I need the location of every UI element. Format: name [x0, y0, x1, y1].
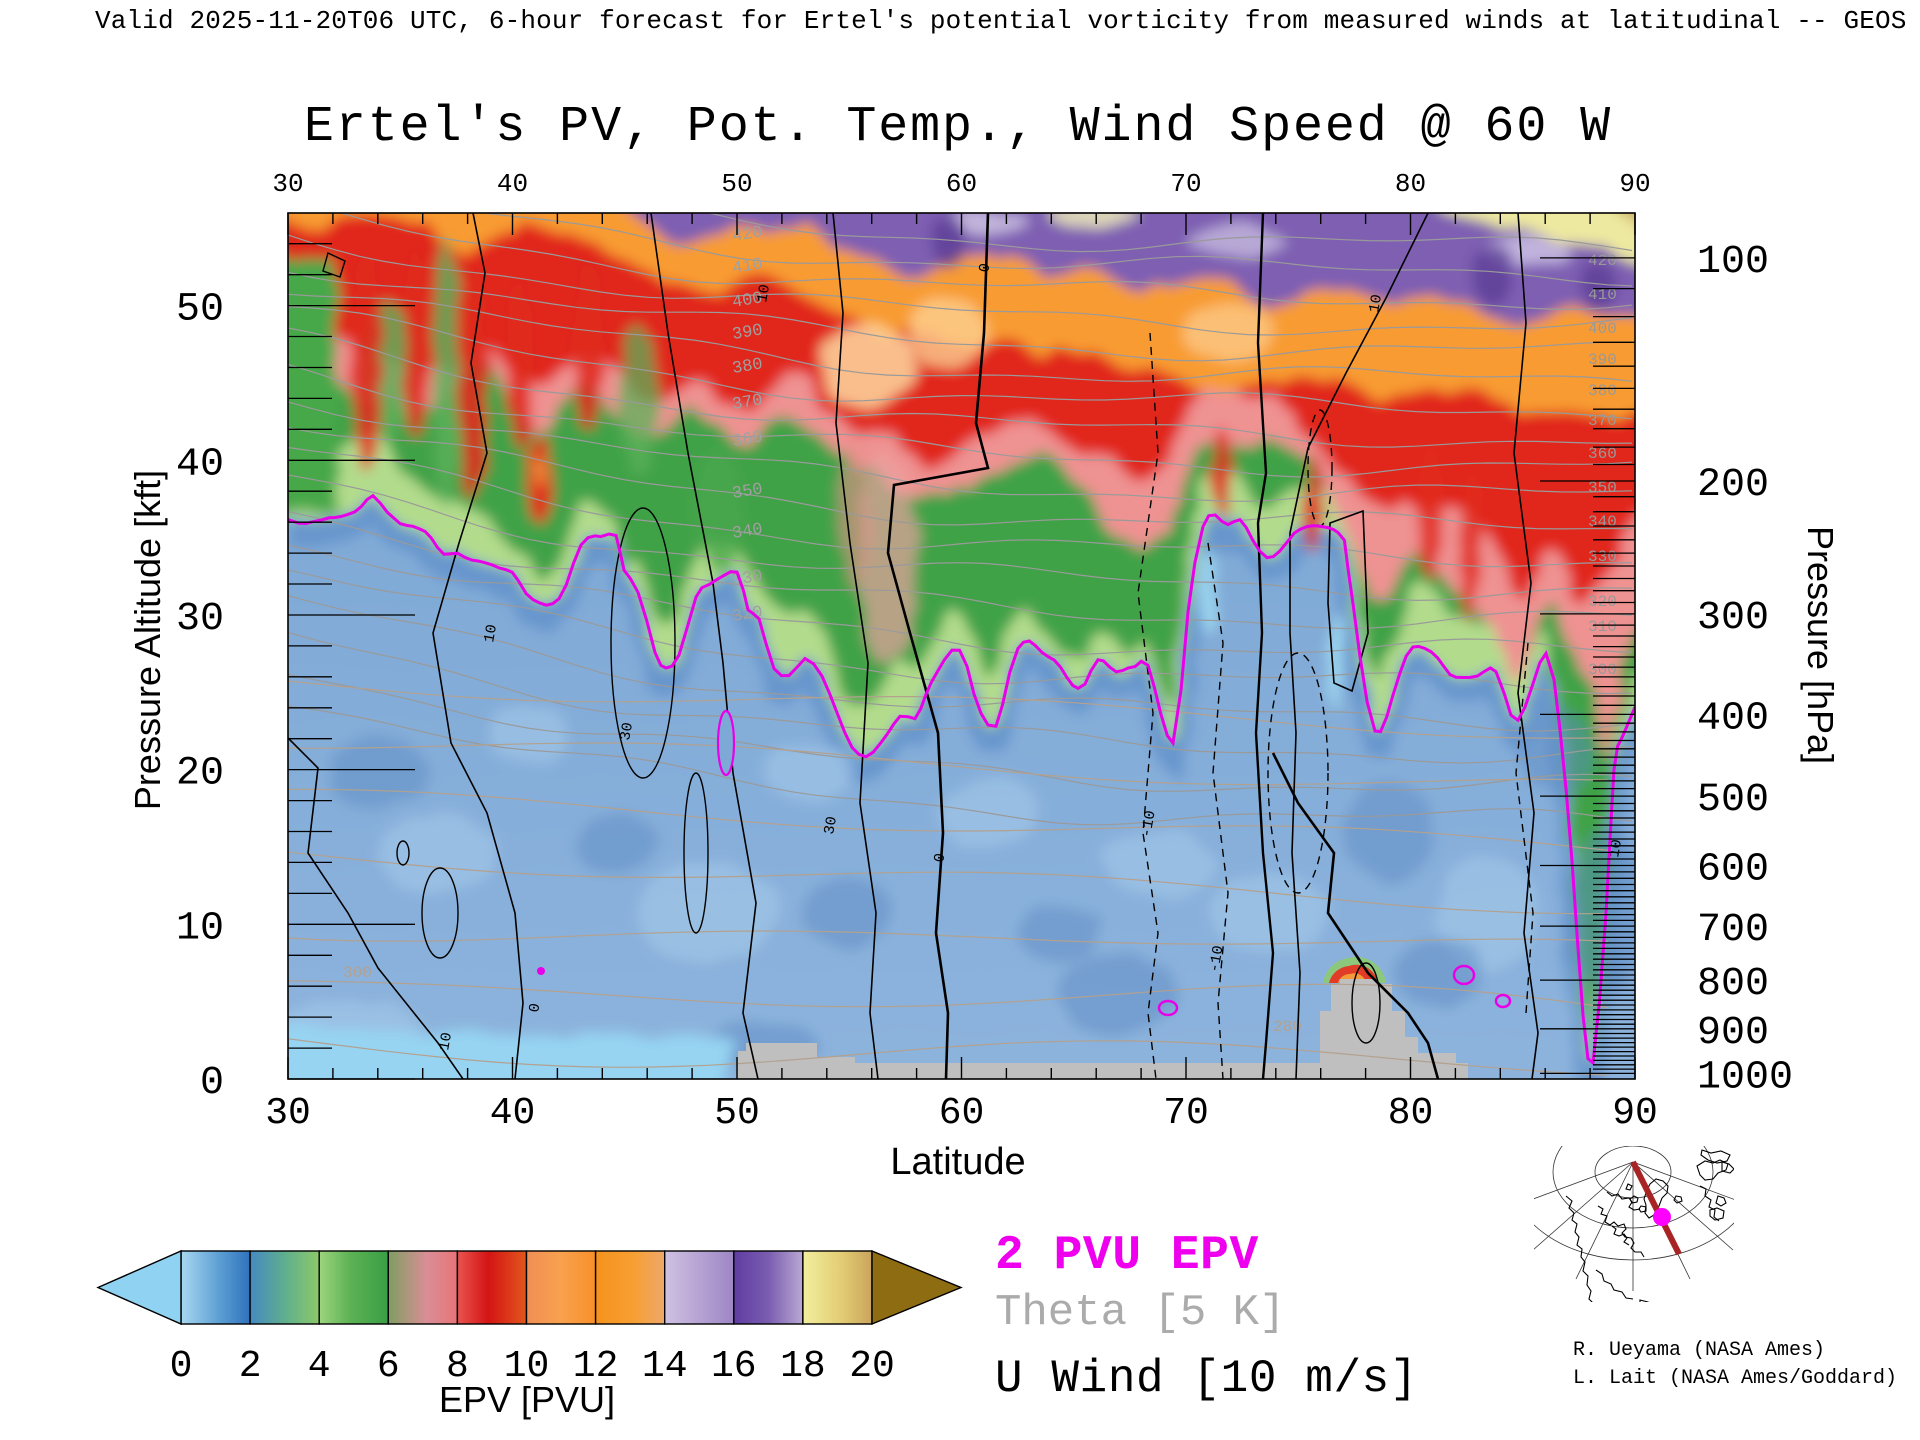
svg-text:70: 70 [1163, 1092, 1209, 1135]
svg-text:20: 20 [849, 1345, 895, 1388]
svg-text:200: 200 [1697, 463, 1769, 508]
svg-text:EPV [PVU]: EPV [PVU] [439, 1379, 615, 1420]
svg-text:Latitude: Latitude [890, 1141, 1025, 1183]
svg-text:U Wind [10 m/s]: U Wind [10 m/s] [995, 1353, 1418, 1405]
svg-text:410: 410 [1588, 286, 1617, 304]
svg-text:10: 10 [1366, 293, 1386, 314]
svg-text:350: 350 [1588, 479, 1617, 497]
svg-text:Valid 2025-11-20T06 UTC, 6-hou: Valid 2025-11-20T06 UTC, 6-hour forecast… [95, 6, 1907, 36]
svg-text:40: 40 [490, 1092, 536, 1135]
svg-text:2 PVU EPV: 2 PVU EPV [995, 1229, 1259, 1283]
svg-text:Pressure Altitude [kft]: Pressure Altitude [kft] [127, 470, 168, 810]
svg-text:300: 300 [1697, 596, 1769, 641]
svg-text:330: 330 [1588, 548, 1617, 566]
svg-text:310: 310 [1588, 618, 1617, 636]
svg-text:10: 10 [504, 1345, 550, 1388]
svg-text:10: 10 [754, 283, 774, 304]
svg-text:6: 6 [377, 1345, 400, 1388]
svg-text:50: 50 [721, 169, 752, 199]
svg-text:360: 360 [1588, 445, 1617, 463]
svg-text:340: 340 [1588, 513, 1617, 531]
svg-text:340: 340 [731, 520, 764, 544]
svg-text:10: 10 [436, 1031, 456, 1052]
svg-text:30: 30 [272, 169, 303, 199]
svg-text:380: 380 [731, 355, 764, 379]
svg-text:14: 14 [642, 1345, 688, 1388]
svg-text:0: 0 [976, 262, 994, 274]
svg-text:50: 50 [714, 1092, 760, 1135]
svg-text:50: 50 [176, 288, 224, 333]
svg-text:320: 320 [731, 603, 764, 627]
svg-text:800: 800 [1697, 962, 1769, 1007]
svg-text:400: 400 [1697, 696, 1769, 741]
svg-text:20: 20 [176, 752, 224, 797]
svg-text:-10: -10 [1206, 944, 1227, 974]
svg-text:10: 10 [176, 906, 224, 951]
svg-text:390: 390 [1588, 351, 1617, 369]
svg-text:8: 8 [446, 1345, 469, 1388]
svg-text:4: 4 [308, 1345, 331, 1388]
svg-text:500: 500 [1697, 778, 1769, 823]
svg-text:400: 400 [731, 289, 764, 313]
svg-text:10: 10 [481, 623, 501, 644]
svg-text:40: 40 [176, 442, 224, 487]
svg-text:Pressure [hPa]: Pressure [hPa] [1800, 526, 1841, 764]
svg-text:80: 80 [1388, 1092, 1434, 1135]
svg-text:Ertel's PV, Pot. Temp., Wind S: Ertel's PV, Pot. Temp., Wind Speed @ 60 … [304, 99, 1612, 156]
svg-text:70: 70 [1170, 169, 1201, 199]
svg-text:1000: 1000 [1697, 1055, 1793, 1100]
svg-text:360: 360 [731, 428, 764, 452]
svg-text:350: 350 [731, 480, 764, 504]
svg-text:0: 0 [170, 1345, 193, 1388]
svg-text:900: 900 [1697, 1011, 1769, 1056]
svg-text:60: 60 [939, 1092, 985, 1135]
svg-text:700: 700 [1697, 908, 1769, 953]
svg-text:16: 16 [711, 1345, 757, 1388]
svg-text:12: 12 [573, 1345, 619, 1388]
svg-text:370: 370 [1588, 412, 1617, 430]
svg-text:400: 400 [1588, 320, 1617, 338]
svg-text:100: 100 [1697, 240, 1769, 285]
svg-text:L. Lait (NASA Ames/Goddard): L. Lait (NASA Ames/Goddard) [1573, 1367, 1897, 1390]
svg-text:420: 420 [1588, 252, 1617, 270]
svg-text:300: 300 [343, 964, 372, 982]
svg-text:390: 390 [731, 321, 764, 345]
svg-text:370: 370 [731, 391, 764, 415]
svg-text:300: 300 [1588, 661, 1617, 679]
svg-text:40: 40 [497, 169, 528, 199]
svg-text:0: 0 [200, 1061, 224, 1106]
svg-text:-10: -10 [1138, 809, 1159, 839]
svg-text:80: 80 [1395, 169, 1426, 199]
svg-text:R. Ueyama (NASA Ames): R. Ueyama (NASA Ames) [1573, 1339, 1825, 1362]
svg-text:60: 60 [946, 169, 977, 199]
svg-text:30: 30 [265, 1092, 311, 1135]
svg-text:330: 330 [731, 567, 764, 591]
svg-text:0: 0 [931, 852, 949, 864]
svg-text:420: 420 [731, 223, 764, 247]
svg-text:30: 30 [176, 597, 224, 642]
svg-text:410: 410 [731, 255, 764, 279]
svg-text:0: 0 [526, 1002, 544, 1014]
svg-text:380: 380 [1588, 382, 1617, 400]
svg-text:18: 18 [780, 1345, 826, 1388]
svg-text:30: 30 [821, 815, 841, 836]
svg-text:30: 30 [617, 721, 637, 742]
svg-text:Theta [5 K]: Theta [5 K] [995, 1288, 1285, 1338]
svg-text:2: 2 [239, 1345, 262, 1388]
svg-text:600: 600 [1697, 848, 1769, 893]
svg-text:90: 90 [1612, 1092, 1658, 1135]
svg-text:90: 90 [1619, 169, 1650, 199]
svg-text:280: 280 [1273, 1018, 1302, 1036]
